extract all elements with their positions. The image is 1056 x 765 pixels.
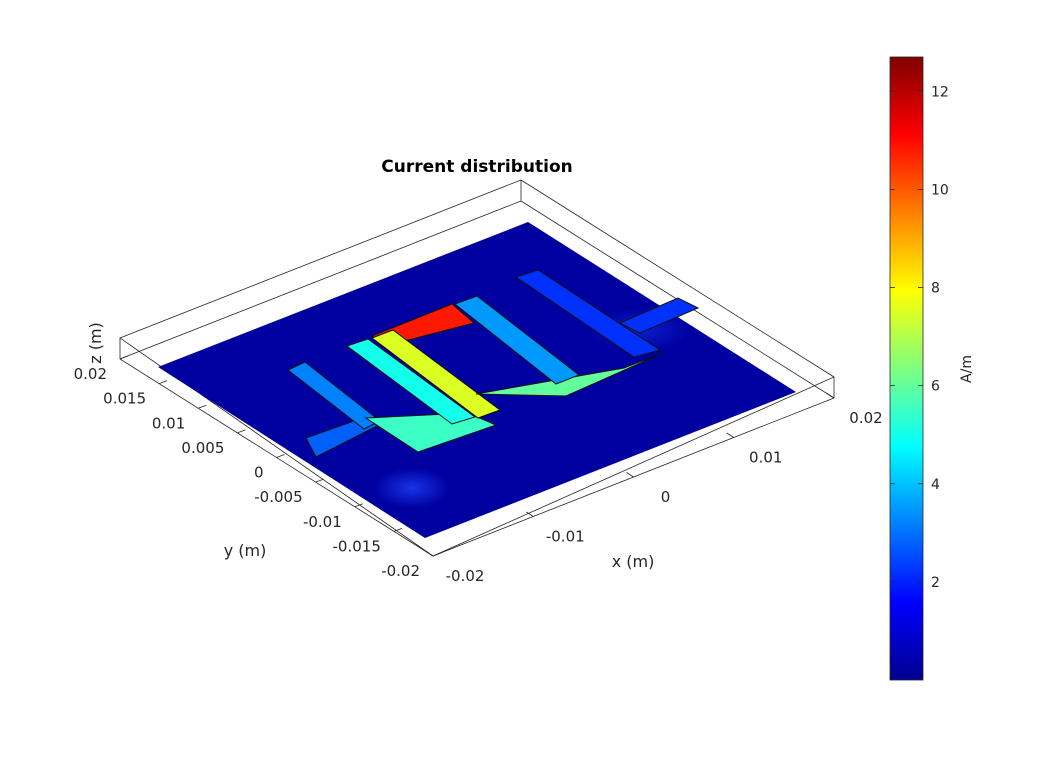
y-tick-label: 0.015: [103, 390, 146, 408]
x-tick-mark: [626, 472, 634, 478]
trace-stub-3: [370, 329, 502, 419]
x-ticks: -0.02 -0.01 0 0.01 0.02: [425, 393, 883, 585]
colorbar-tick-label: 4: [931, 477, 940, 493]
colorbar-tick-label: 10: [931, 182, 949, 198]
x-tick-label: 0: [661, 488, 671, 506]
meander-trace: [287, 269, 700, 458]
y-tick-label: 0.005: [181, 439, 224, 457]
colorbar-tick-label: 8: [931, 281, 940, 297]
z-axis-label: z (m): [86, 322, 105, 364]
y-tick-mark: [354, 503, 363, 508]
x-axis-label: x (m): [612, 552, 655, 571]
x-tick-label: 0.01: [749, 449, 782, 467]
colorbar: 2 4 6 8 10 12 A/m: [889, 56, 975, 681]
x-tick-mark: [826, 393, 835, 399]
y-tick-mark: [276, 454, 285, 458]
x-tick-mark: [726, 432, 734, 438]
colorbar-label: A/m: [959, 355, 975, 383]
trace-feed-right: [514, 269, 662, 358]
box-bottom-back-left: [119, 200, 522, 360]
colorbar-ticks: 2 4 6 8 10 12: [890, 84, 949, 591]
y-tick-mark: [158, 380, 168, 384]
trace-feed-left: [305, 415, 378, 458]
y-tick-mark: [393, 528, 403, 532]
y-tick-label: 0.01: [152, 414, 185, 432]
ground-hotspot: [374, 468, 450, 508]
y-tick-label: -0.015: [333, 537, 381, 555]
y-tick-mark: [119, 355, 129, 360]
colorbar-bar: [889, 56, 924, 681]
y-tick-label: -0.02: [381, 562, 420, 580]
y-tick-mark: [432, 552, 442, 557]
x-tick-label: 0.02: [849, 409, 882, 427]
y-ticks: 0.02 0.015 0.01 0.005 0 -0.005-0.01 -0.015-0.0…: [74, 355, 442, 580]
trace-stub-2: [345, 338, 477, 425]
y-tick-mark: [315, 478, 324, 483]
x-tick-label: -0.02: [446, 567, 485, 585]
y-tick-label: 0: [254, 464, 264, 482]
trace-bottom-1: [364, 412, 498, 453]
y-tick-label: 0.02: [74, 365, 107, 383]
ground-plane: [158, 222, 796, 538]
colorbar-tick-label: 2: [931, 575, 940, 591]
y-tick-label: -0.005: [254, 488, 302, 506]
trace-feed-right-tab: [618, 297, 700, 334]
x-tick-mark: [526, 511, 534, 517]
y-axis-label: y (m): [224, 541, 267, 560]
chart-title: Current distribution: [381, 157, 572, 177]
y-tick-mark: [198, 404, 207, 409]
colorbar-tick-label: 12: [931, 84, 949, 100]
x-tick-mark: [425, 551, 434, 557]
y-tick-mark: [237, 429, 246, 434]
trace-stub-4: [453, 295, 581, 385]
colorbar-tick-label: 6: [931, 379, 940, 395]
y-tick-label: -0.01: [303, 513, 342, 531]
x-tick-label: -0.01: [546, 528, 585, 546]
